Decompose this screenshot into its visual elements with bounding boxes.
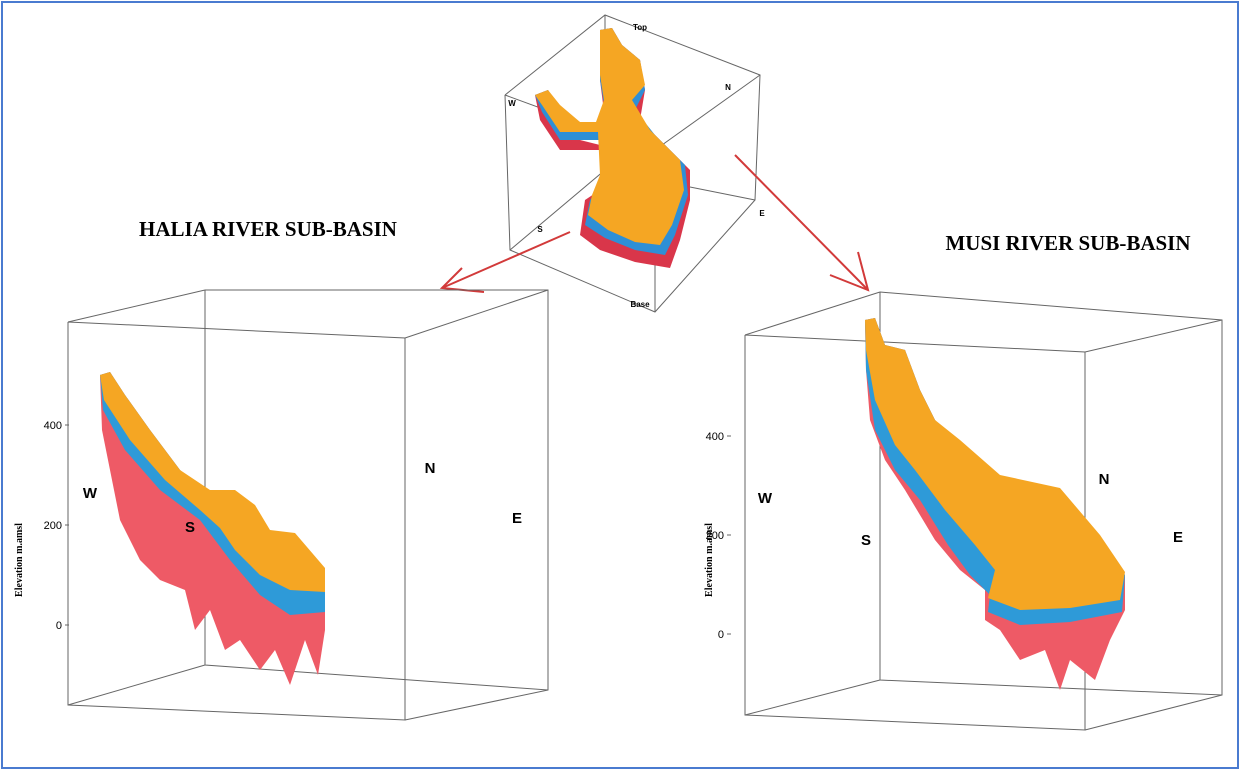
overview-label: S: [537, 225, 543, 234]
direction: W: [758, 490, 773, 507]
tick-label: 0: [718, 629, 724, 641]
direction: N: [1099, 471, 1110, 488]
panel-title: HALIA RIVER SUB-BASIN: [139, 217, 397, 241]
musi-terrain: [865, 318, 1125, 690]
overview-label: N: [725, 83, 731, 92]
axis-label: Elevation m.amsl: [14, 523, 25, 597]
direction: S: [861, 532, 871, 549]
tick-label: 200: [706, 530, 724, 542]
overview-label: E: [759, 209, 765, 218]
halia-terrain: [100, 372, 325, 685]
tick-label: 400: [44, 420, 62, 432]
panel-title: MUSI RIVER SUB-BASIN: [945, 231, 1190, 255]
direction: N: [425, 460, 436, 477]
direction: E: [1173, 529, 1183, 546]
direction: E: [512, 510, 522, 527]
overview-terrain: [535, 28, 690, 268]
overview-label: Top: [633, 23, 647, 32]
overview-label: Base: [630, 300, 650, 309]
direction: S: [185, 519, 195, 536]
overview-label: W: [508, 99, 516, 108]
tick-label: 400: [706, 431, 724, 443]
figure: Top N W S E Base HALIA RIVER SUB-BASIN M…: [0, 0, 1241, 771]
tick-label: 200: [44, 520, 62, 532]
tick-label: 0: [56, 620, 62, 632]
direction: W: [83, 485, 98, 502]
